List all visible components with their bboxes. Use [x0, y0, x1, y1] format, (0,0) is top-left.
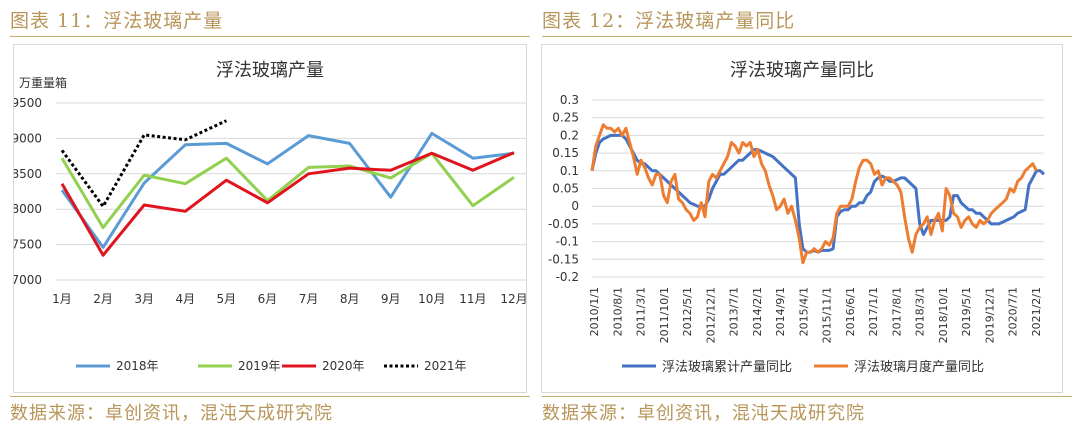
series-line-2019年 — [60, 151, 515, 230]
production-chart: 浮法玻璃产量 万重量箱 7000 7500 8000 8500 9000 9500 1月 2… — [11, 60, 527, 373]
x-tick-label: 2015/4/1 — [797, 287, 810, 336]
x-tick-label: 11月 — [459, 292, 486, 306]
x-tick-label: 4月 — [175, 292, 195, 306]
x-tick-label: 2011/10/1 — [658, 287, 671, 343]
legend-label: 浮法玻璃累计产量同比 — [662, 360, 792, 375]
x-tick-label: 2010/1/1 — [588, 287, 601, 336]
y-tick-label: 0.15 — [552, 146, 579, 160]
yoy-chart-panel: 浮法玻璃产量同比 -0.2 -0.15 -0.1 -0.05 0 0.05 0.1 0.15 0… — [541, 44, 1063, 393]
yoy-chart: 浮法玻璃产量同比 -0.2 -0.15 -0.1 -0.05 0 0.05 0.1 0.15 0… — [548, 60, 1046, 375]
y-tick-label: -0.1 — [556, 235, 579, 249]
source-rule-left — [10, 396, 530, 397]
y-tick-label: -0.05 — [548, 217, 579, 231]
y-tick-label: 7500 — [14, 238, 42, 252]
x-tick-label: 2019/12/1 — [984, 287, 997, 343]
y-tick-label: 0.3 — [560, 93, 579, 107]
figure-12-title: 图表 12：浮法玻璃产量同比 — [542, 10, 796, 32]
production-chart-panel: 浮法玻璃产量 万重量箱 7000 7500 8000 8500 9000 9500 1月 2… — [11, 44, 528, 393]
y-unit-label: 万重量箱 — [19, 75, 67, 90]
series-line-2021年 — [60, 119, 228, 208]
y-tick-label: -0.15 — [548, 252, 579, 266]
x-tick-label: 5月 — [217, 292, 237, 306]
series-line-浮法玻璃月度产量同比 — [590, 123, 1038, 265]
x-tick-label: 12月 — [500, 292, 526, 306]
series-line-2020年 — [60, 151, 515, 257]
x-tick-label: 2018/10/1 — [937, 287, 950, 343]
x-tick-label: 2012/12/1 — [704, 287, 717, 343]
x-tick-label: 2016/6/1 — [844, 287, 857, 336]
x-tick-label: 9月 — [381, 292, 401, 306]
y-tick-label: 0.05 — [552, 182, 579, 196]
x-tick-label: 6月 — [258, 292, 278, 306]
x-tick-label: 2018/3/1 — [914, 287, 927, 336]
legend-label: 2020年 — [322, 359, 365, 373]
x-tick-label: 2015/11/1 — [821, 287, 834, 343]
series-line-2018年 — [60, 131, 515, 249]
x-tick-label: 2012/5/1 — [681, 287, 694, 336]
x-tick-label: 2010/8/1 — [611, 287, 624, 336]
chart-title: 浮法玻璃产量 — [216, 60, 324, 81]
x-tick-label: 2014/2/1 — [751, 287, 764, 336]
figure-11-title: 图表 11：浮法玻璃产量 — [10, 10, 224, 32]
y-tick-label: 9000 — [14, 131, 42, 145]
legend-label: 2021年 — [424, 359, 467, 373]
x-tick-label: 10月 — [418, 292, 445, 306]
y-tick-label: 8500 — [14, 167, 42, 181]
figure-11-source: 数据来源：卓创资讯，混沌天成研究院 — [10, 403, 333, 424]
y-tick-label: 0.1 — [560, 164, 579, 178]
x-tick-label: 2020/7/1 — [1007, 287, 1020, 336]
y-tick-label: 8000 — [14, 202, 42, 216]
x-tick-label: 8月 — [340, 292, 360, 306]
source-rule-right — [542, 396, 1072, 397]
y-tick-label: 7000 — [14, 273, 42, 287]
x-tick-label: 2017/8/1 — [890, 287, 903, 336]
x-tick-label: 2019/5/1 — [960, 287, 973, 336]
x-tick-label: 2月 — [93, 292, 113, 306]
y-tick-label: 0.2 — [560, 128, 579, 142]
figure-12-source: 数据来源：卓创资讯，混沌天成研究院 — [542, 403, 865, 424]
y-tick-label: -0.2 — [556, 270, 579, 284]
x-tick-label: 2021/2/1 — [1030, 287, 1043, 336]
x-tick-label: 2017/1/1 — [867, 287, 880, 336]
y-tick-label: 9500 — [14, 96, 42, 110]
x-tick-label: 7月 — [299, 292, 319, 306]
legend-label: 浮法玻璃月度产量同比 — [854, 359, 984, 375]
x-tick-label: 2013/7/1 — [728, 287, 741, 336]
x-tick-label: 3月 — [134, 292, 154, 306]
legend-label: 2019年 — [238, 359, 281, 373]
y-tick-label: 0 — [571, 199, 579, 213]
legend-label: 2018年 — [116, 359, 159, 373]
x-tick-label: 2011/3/1 — [635, 287, 648, 336]
y-tick-label: 0.25 — [552, 111, 579, 125]
title-rule-right — [542, 36, 1072, 37]
title-rule-left — [10, 36, 530, 37]
x-tick-label: 2014/9/1 — [774, 287, 787, 336]
chart-title: 浮法玻璃产量同比 — [730, 60, 874, 81]
x-tick-label: 1月 — [52, 292, 72, 306]
